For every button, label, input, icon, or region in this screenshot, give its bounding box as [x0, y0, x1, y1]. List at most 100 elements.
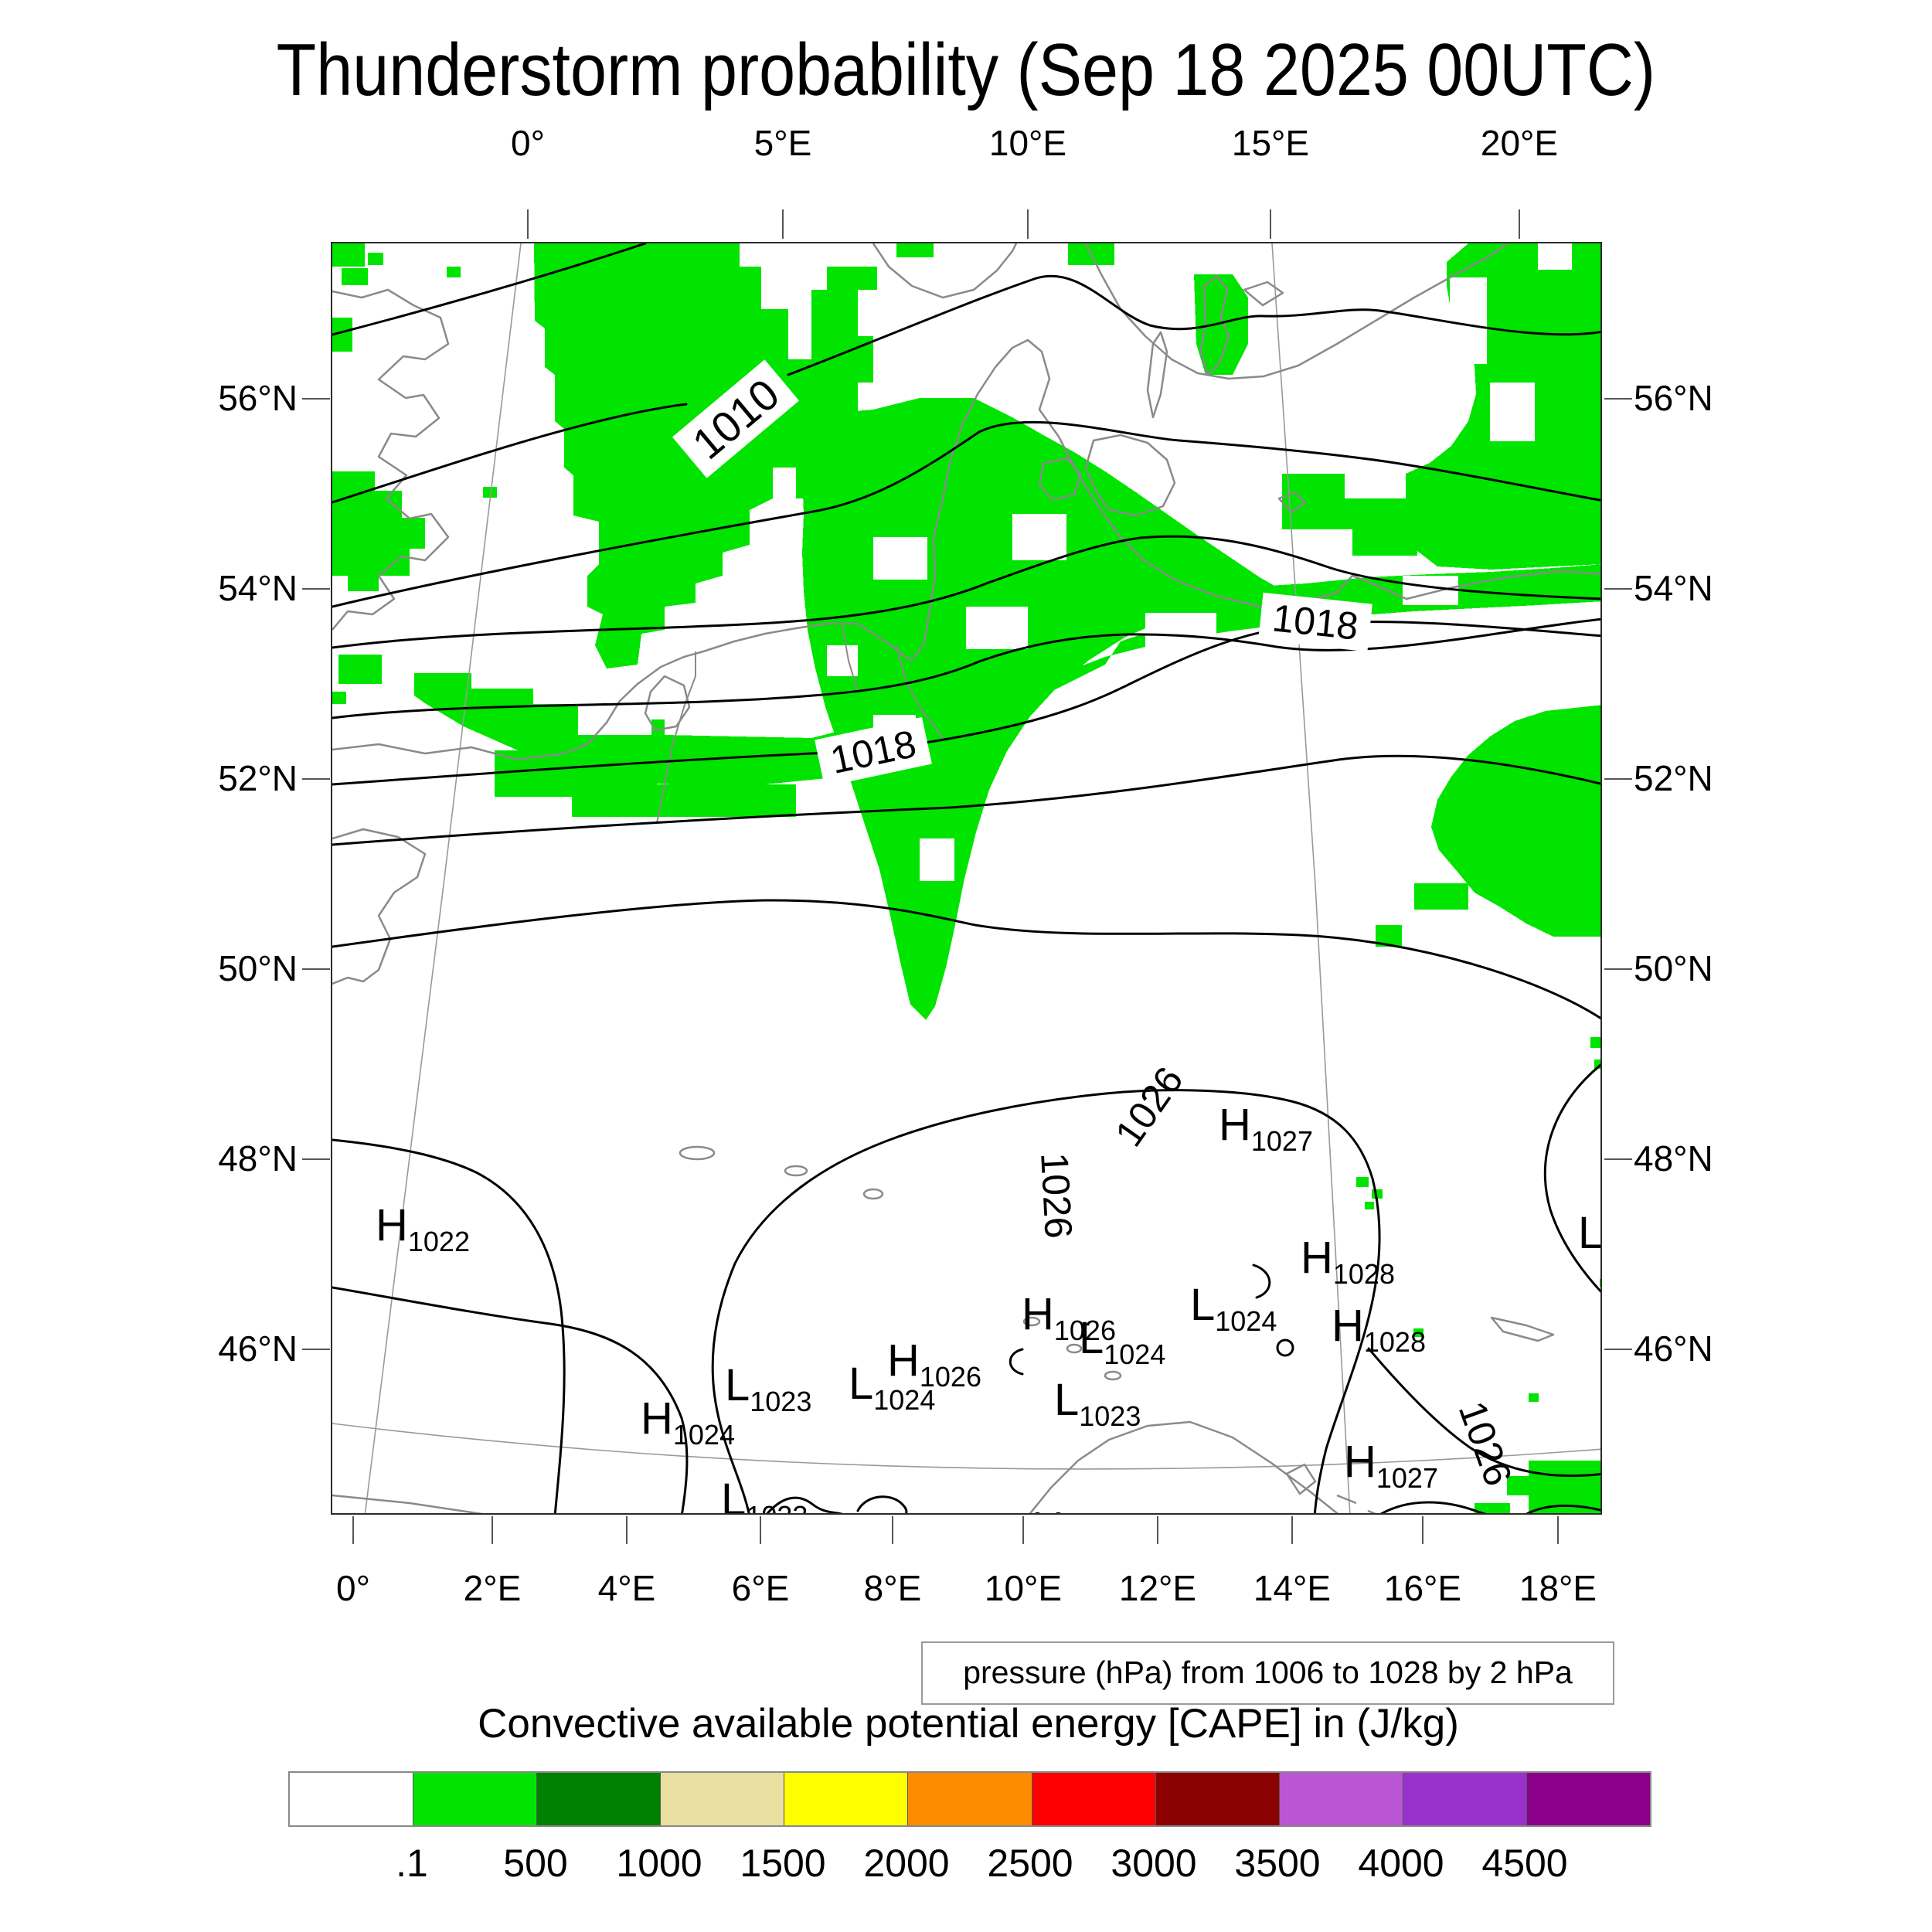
pressure-center-L: L1023: [1054, 1375, 1141, 1432]
colorbar-segment: [290, 1773, 414, 1825]
axis-tick-bottom: [760, 1516, 761, 1544]
axis-tick-bottom: [1557, 1516, 1559, 1544]
colorbar-segment: [1279, 1773, 1403, 1825]
axis-tick-bottom: [1157, 1516, 1158, 1544]
axis-tick-bottom: [1022, 1516, 1024, 1544]
map-plot-area: 1010 1018 1018 1026 1026 1026 H1022 H1027 H1026…: [331, 242, 1602, 1515]
axis-tick-top: [1270, 209, 1271, 239]
axis-tick-right: [1604, 398, 1632, 400]
axis-tick-right: [1604, 968, 1632, 970]
pressure-contour-layer: [332, 243, 1600, 1513]
axis-label-bottom: 18°E: [1519, 1568, 1597, 1608]
graticule-layer: [332, 243, 1600, 1513]
colorbar-segment: [1526, 1773, 1651, 1825]
colorbar-segment: [413, 1773, 538, 1825]
axis-tick-right: [1604, 778, 1632, 780]
axis-tick-left: [302, 1349, 330, 1350]
colorbar-tick-label: 3500: [1234, 1842, 1321, 1885]
pressure-center-H: H1028: [1332, 1301, 1426, 1358]
colorbar-title: Convective available potential energy [C…: [478, 1701, 1459, 1747]
colorbar-tick-label: 2500: [987, 1842, 1073, 1885]
axis-label-top: 0°: [511, 123, 545, 163]
colorbar-segment: [908, 1773, 1032, 1825]
colorbar-tick-label: 4000: [1358, 1842, 1444, 1885]
pressure-center-H: H: [1032, 1503, 1064, 1515]
axis-label-left: 52°N: [218, 758, 298, 798]
pressure-center-H: H1024: [641, 1393, 735, 1451]
pressure-center-L: L1023: [725, 1360, 811, 1417]
axis-tick-left: [302, 1158, 330, 1160]
svg-text:1026: 1026: [1107, 1059, 1192, 1154]
colorbar-tick-label: 2000: [863, 1842, 950, 1885]
pressure-center-L: L1023: [721, 1475, 808, 1515]
colorbar-segment: [661, 1773, 785, 1825]
pressure-center-H: H1026: [1022, 1289, 1116, 1346]
cape-shading-layer: [332, 243, 1600, 1513]
axis-label-right: 52°N: [1634, 758, 1713, 798]
page-title: Thunderstorm probability (Sep 18 2025 00…: [276, 29, 1656, 111]
pressure-center-L: L: [1578, 1208, 1602, 1258]
axis-tick-bottom: [892, 1516, 893, 1544]
axis-tick-left: [302, 968, 330, 970]
colorbar-segment: [1032, 1773, 1156, 1825]
axis-label-right: 46°N: [1634, 1328, 1713, 1369]
contour-label: 1026: [1032, 1151, 1080, 1240]
axis-tick-bottom: [1422, 1516, 1423, 1544]
axis-label-top: 15°E: [1231, 123, 1310, 163]
pressure-note-box: pressure (hPa) from 1006 to 1028 by 2 hP…: [921, 1641, 1614, 1705]
contour-label: 1018: [1258, 592, 1372, 652]
colorbar-tick-label: 1500: [740, 1842, 826, 1885]
axis-label-bottom: 14°E: [1253, 1568, 1332, 1608]
axis-label-left: 48°N: [218, 1138, 298, 1179]
axis-tick-right: [1604, 588, 1632, 590]
pressure-center-H: H1027: [1344, 1437, 1438, 1494]
axis-tick-left: [302, 398, 330, 400]
axis-label-bottom: 10°E: [984, 1568, 1063, 1608]
pressure-center-L: L1024: [1079, 1313, 1165, 1370]
axis-label-bottom: 16°E: [1383, 1568, 1462, 1608]
contour-label: 1026: [1107, 1059, 1192, 1154]
axis-tick-left: [302, 778, 330, 780]
svg-text:1026: 1026: [1451, 1396, 1521, 1492]
axis-tick-top: [1027, 209, 1029, 239]
axis-label-left: 50°N: [218, 948, 298, 988]
colorbar-segment: [537, 1773, 662, 1825]
axis-label-left: 56°N: [218, 378, 298, 418]
axis-tick-top: [1519, 209, 1520, 239]
axis-label-top: 5°E: [753, 123, 812, 163]
axis-tick-right: [1604, 1158, 1632, 1160]
pressure-center-H: H1022: [376, 1200, 470, 1257]
pressure-center-H: H1028: [1301, 1233, 1395, 1290]
svg-text:1018: 1018: [1270, 596, 1360, 648]
axis-tick-bottom: [352, 1516, 354, 1544]
svg-text:1026: 1026: [1032, 1151, 1080, 1240]
axis-tick-top: [527, 209, 529, 239]
axis-label-top: 10°E: [988, 123, 1067, 163]
axis-label-bottom: 8°E: [863, 1568, 922, 1608]
axis-label-top: 20°E: [1480, 123, 1559, 163]
axis-label-right: 56°N: [1634, 378, 1713, 418]
colorbar-segment: [1155, 1773, 1280, 1825]
colorbar-tick-label: 500: [503, 1842, 568, 1885]
axis-label-left: 54°N: [218, 568, 298, 608]
colorbar-tick-label: 3000: [1111, 1842, 1197, 1885]
axis-label-bottom: 4°E: [597, 1568, 656, 1608]
axis-tick-left: [302, 588, 330, 590]
axis-tick-top: [782, 209, 784, 239]
axis-tick-bottom: [1291, 1516, 1293, 1544]
colorbar-tick-label: 1000: [616, 1842, 702, 1885]
axis-tick-bottom: [626, 1516, 628, 1544]
colorbar: [288, 1771, 1651, 1827]
axis-label-left: 46°N: [218, 1328, 298, 1369]
axis-label-bottom: 6°E: [731, 1568, 790, 1608]
axis-label-right: 48°N: [1634, 1138, 1713, 1179]
pressure-center-H: H1027: [1219, 1100, 1313, 1157]
axis-label-right: 50°N: [1634, 948, 1713, 988]
axis-tick-bottom: [492, 1516, 493, 1544]
colorbar-segment: [784, 1773, 909, 1825]
axis-label-bottom: 2°E: [463, 1568, 522, 1608]
axis-label-bottom: 12°E: [1118, 1568, 1197, 1608]
colorbar-tick-label: .1: [396, 1842, 428, 1885]
contour-label: 1026: [1451, 1396, 1521, 1492]
